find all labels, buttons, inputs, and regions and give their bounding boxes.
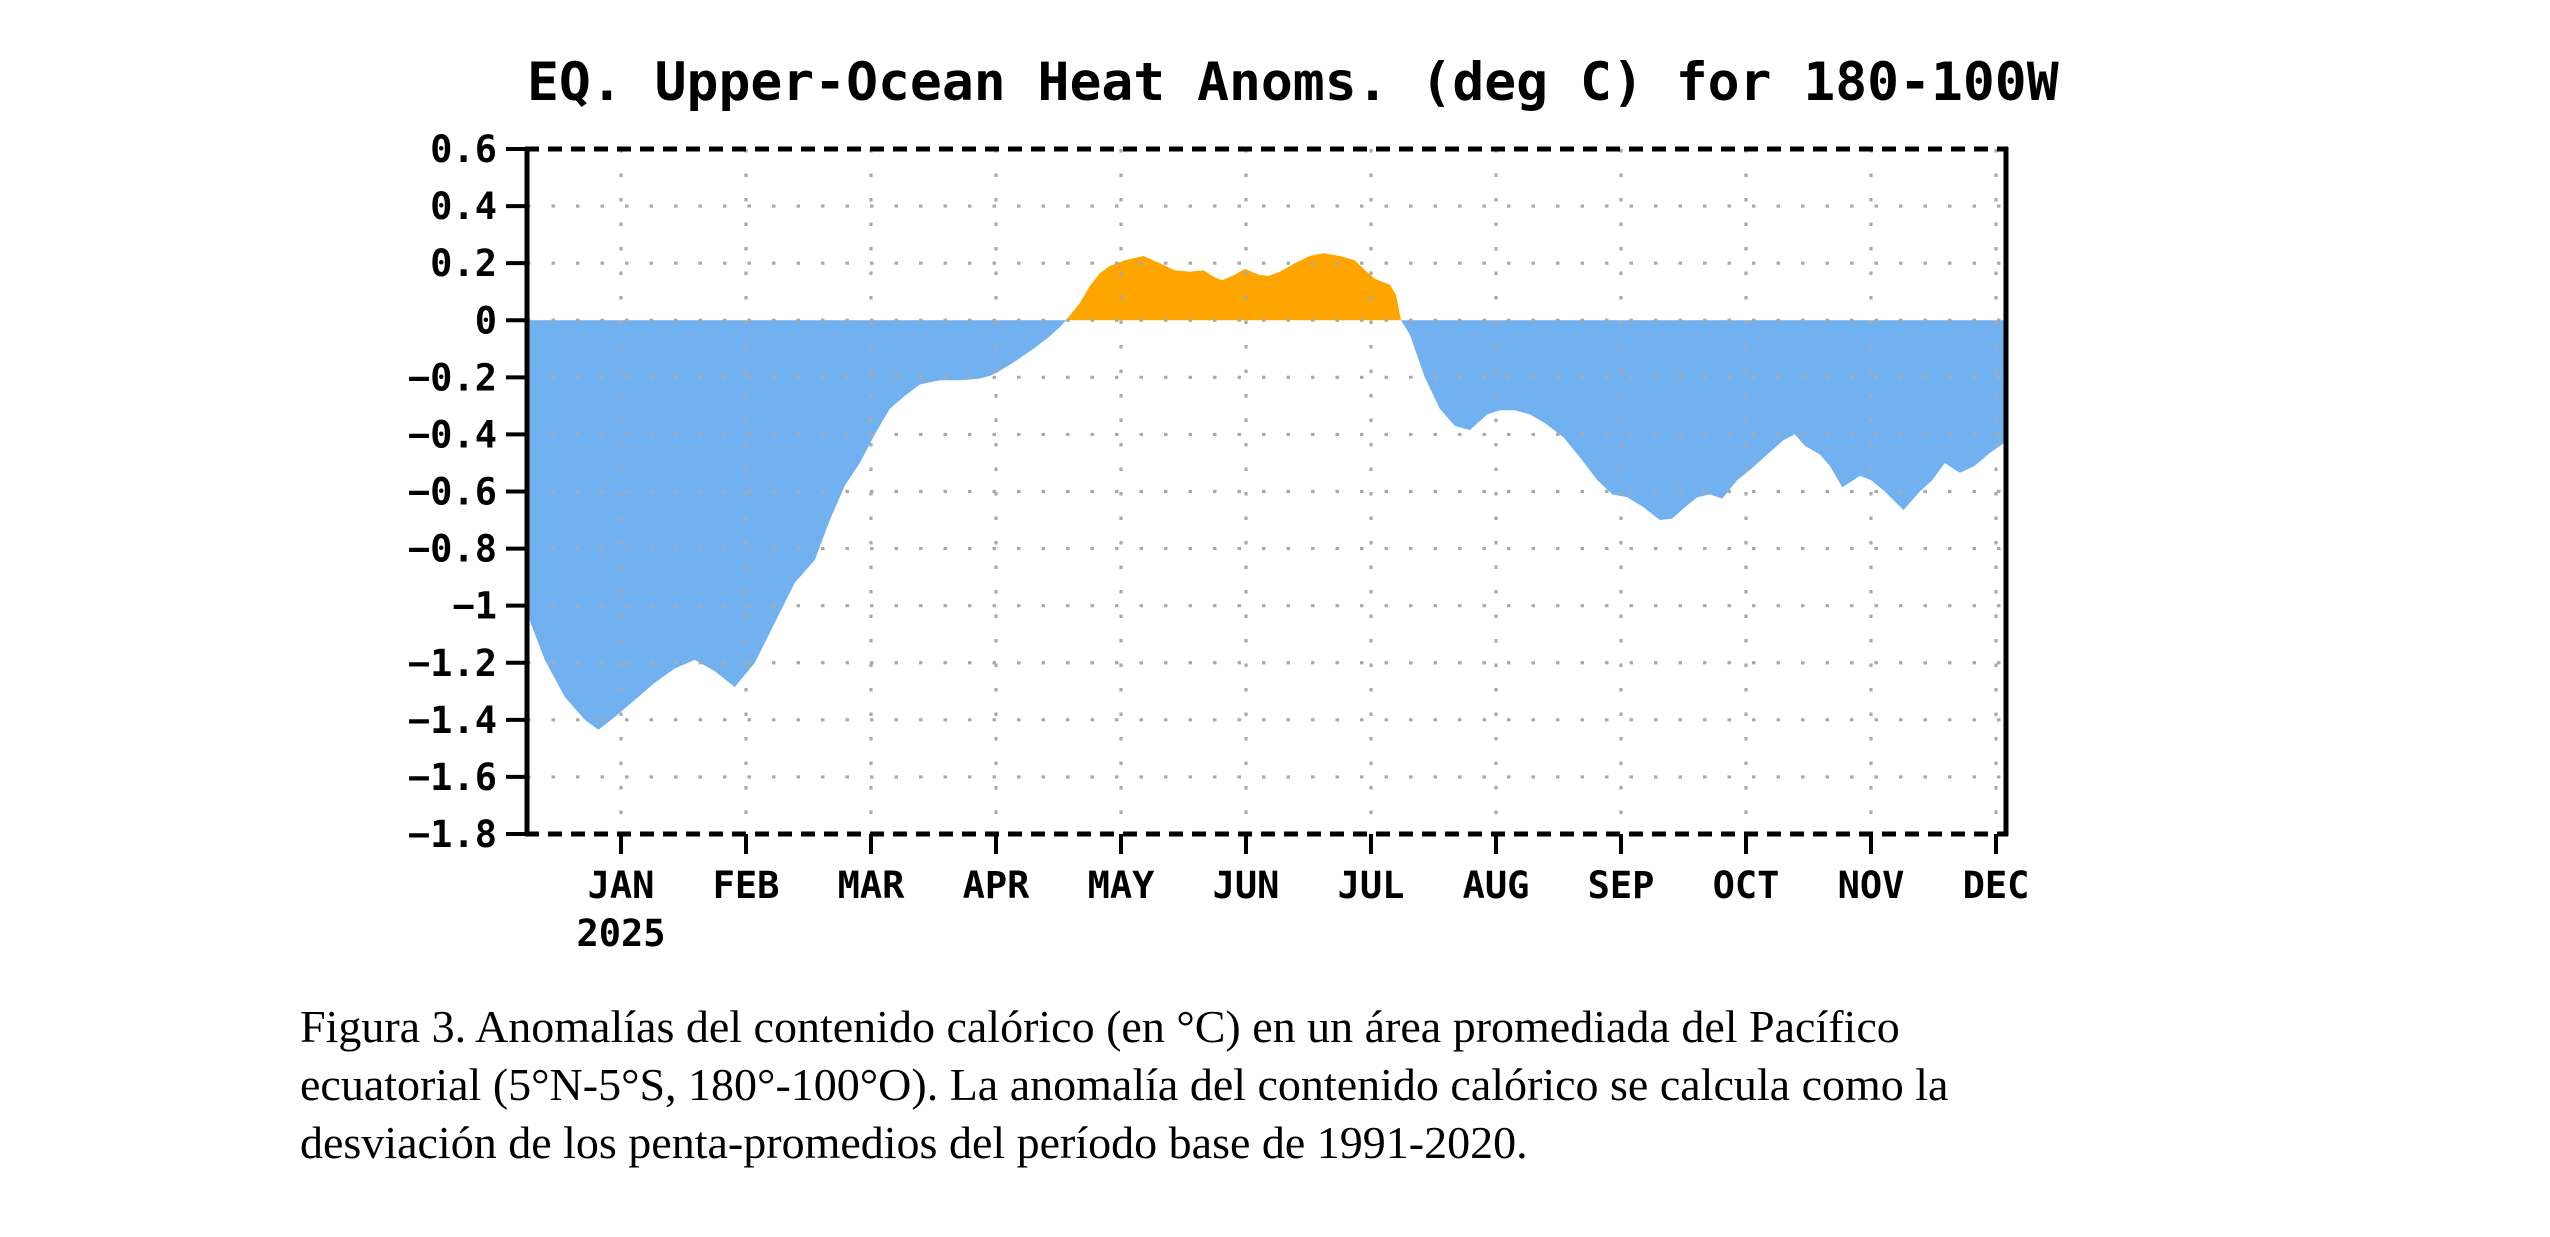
caption-line-2: ecuatorial (5°N-5°S, 180°-100°O). La ano…: [300, 1059, 1949, 1110]
x-tick-label: FEB: [713, 864, 780, 907]
y-tick-label: 0.4: [430, 185, 497, 228]
y-tick-label: −1.8: [408, 813, 497, 856]
y-tick-label: −0.2: [408, 356, 497, 399]
positive-anomaly-area: [527, 253, 2006, 321]
y-tick-label: 0.6: [430, 128, 497, 171]
caption-line-1: Figura 3. Anomalías del contenido calóri…: [300, 1001, 1900, 1052]
y-tick-label: −1.6: [408, 756, 497, 799]
y-tick-label: −0.6: [408, 471, 497, 514]
x-tick-label: APR: [963, 864, 1031, 907]
year-label: 2025: [576, 912, 665, 955]
x-tick-label: JUN: [1213, 864, 1280, 907]
y-tick-label: −1.4: [408, 699, 497, 742]
x-tick-label: JUL: [1338, 864, 1405, 907]
x-tick-label: MAR: [838, 864, 906, 907]
y-tick-label: −1: [452, 585, 497, 628]
y-tick-label: −1.2: [408, 642, 497, 685]
negative-anomaly-area: [527, 320, 2006, 730]
x-tick-label: OCT: [1713, 864, 1780, 907]
y-tick-label: −0.8: [408, 528, 497, 571]
chart-title: EQ. Upper-Ocean Heat Anoms. (deg C) for …: [527, 52, 2059, 113]
y-tick-label: 0.2: [430, 242, 497, 285]
figure-caption: Figura 3. Anomalías del contenido calóri…: [300, 998, 2180, 1172]
x-tick-label: JAN: [588, 864, 655, 907]
x-tick-label: MAY: [1088, 864, 1156, 907]
y-tick-label: −0.4: [408, 413, 497, 456]
y-tick-label: 0: [475, 299, 497, 342]
x-tick-label: AUG: [1463, 864, 1530, 907]
x-tick-label: DEC: [1963, 864, 2030, 907]
x-tick-label: SEP: [1588, 864, 1655, 907]
caption-line-3: desviación de los penta-promedios del pe…: [300, 1117, 1528, 1168]
x-tick-label: NOV: [1838, 864, 1905, 907]
